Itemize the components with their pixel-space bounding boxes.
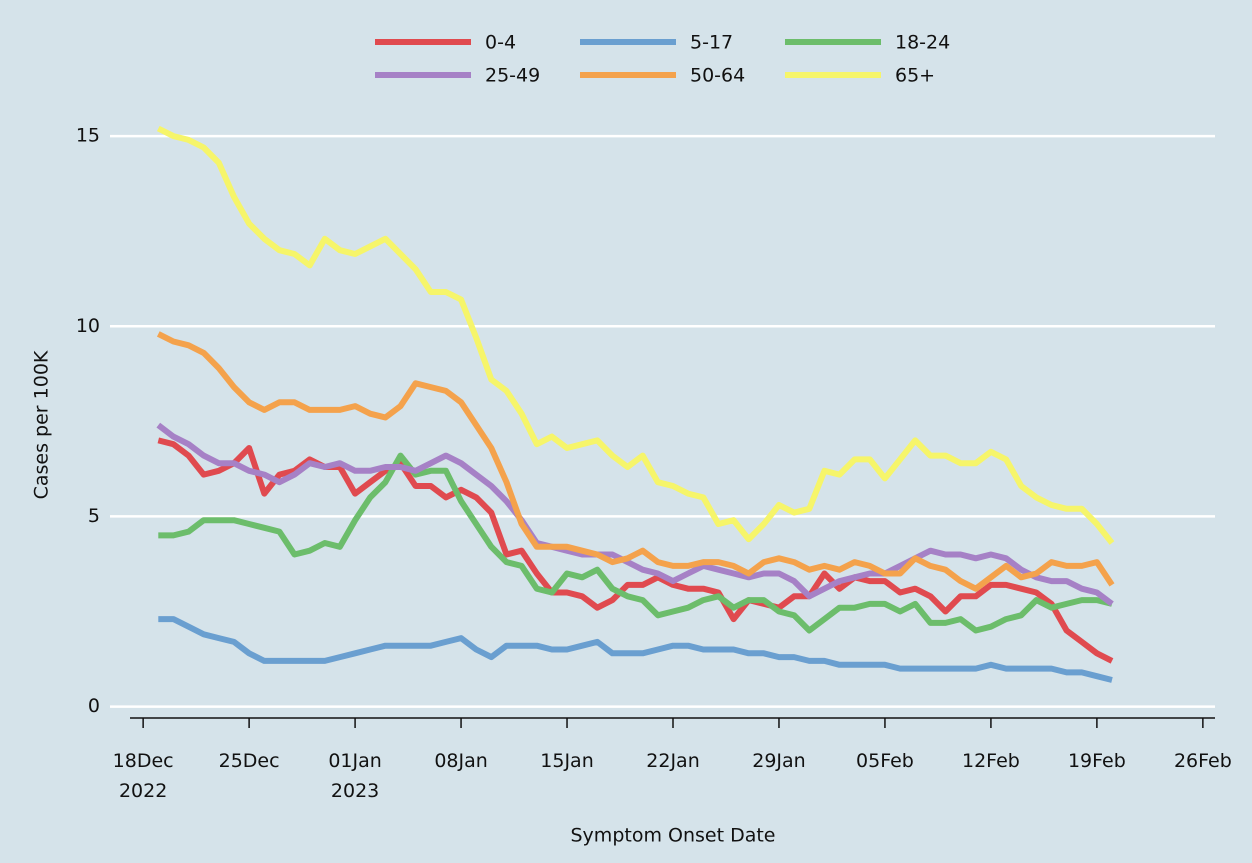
series-line <box>156 125 1115 545</box>
series-line <box>158 616 1113 683</box>
series-line <box>156 331 1115 592</box>
y-tick-label: 15 <box>76 125 100 147</box>
x-tick-label: 05Feb <box>856 750 914 772</box>
y-tick-label: 5 <box>88 505 100 527</box>
legend-label: 65+ <box>895 65 935 87</box>
x-axis-label: Symptom Onset Date <box>571 825 776 847</box>
x-tick-label: 12Feb <box>962 750 1020 772</box>
x-tick-label: 25Dec <box>219 750 280 772</box>
x-tick-label: 29Jan <box>752 750 805 772</box>
legend-label: 50-64 <box>690 65 745 87</box>
x-tick-label: 26Feb <box>1174 750 1232 772</box>
x-tick-label: 22Jan <box>646 750 699 772</box>
series-line <box>156 422 1114 607</box>
x-tick-label: 18Dec 2022 <box>113 750 174 802</box>
x-tick-label: 19Feb <box>1068 750 1126 772</box>
x-tick-label: 08Jan <box>434 750 487 772</box>
series-line <box>158 452 1113 634</box>
x-tick-label: 15Jan <box>540 750 593 772</box>
y-axis-label: Cases per 100K <box>31 350 53 499</box>
x-tick-label: 01Jan 2023 <box>328 750 381 802</box>
legend-label: 5-17 <box>690 32 733 54</box>
legend-label: 18-24 <box>895 32 950 54</box>
y-tick-label: 10 <box>76 315 100 337</box>
legend-label: 0-4 <box>485 32 516 54</box>
y-tick-label: 0 <box>88 695 100 717</box>
legend-label: 25-49 <box>485 65 540 87</box>
